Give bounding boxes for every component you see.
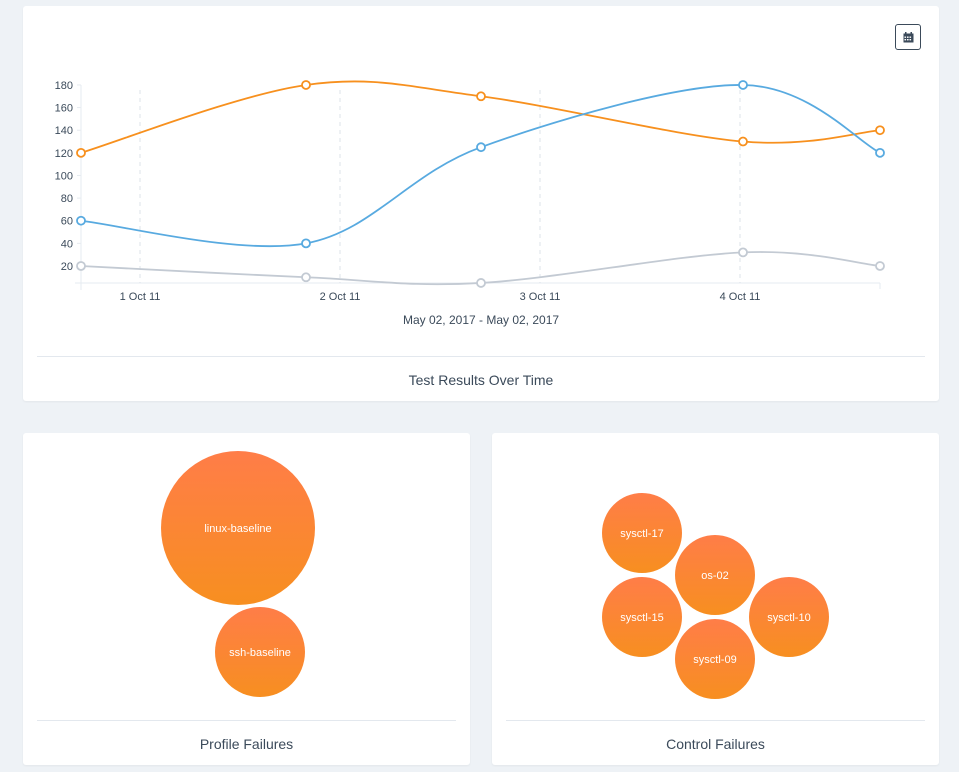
- data-point-orange: [476, 91, 486, 102]
- data-point-gray: [301, 272, 311, 283]
- y-tick-label: 120: [55, 148, 73, 160]
- data-point-blue: [301, 238, 311, 249]
- y-tick-label: 40: [61, 238, 73, 250]
- data-point-gray: [76, 261, 86, 271]
- x-tick-label: 3 Oct 11: [520, 291, 561, 303]
- data-point-blue: [76, 215, 86, 226]
- data-point-gray: [738, 247, 748, 258]
- chart-title: Test Results Over Time: [37, 356, 925, 388]
- x-tick-label: 2 Oct 11: [320, 291, 361, 303]
- y-tick-label: 20: [61, 261, 73, 273]
- data-point-orange: [301, 80, 311, 90]
- y-tick-label: 60: [61, 216, 73, 228]
- calendar-button[interactable]: [895, 24, 921, 50]
- data-point-blue: [476, 142, 486, 153]
- control-failures-title: Control Failures: [506, 720, 925, 752]
- control-failures-card: Control Failures: [492, 433, 939, 765]
- y-tick-label: 180: [55, 80, 73, 92]
- x-axis-label: May 02, 2017 - May 02, 2017: [403, 313, 559, 327]
- data-point-orange: [76, 147, 86, 158]
- series-line-blue: [80, 84, 881, 248]
- x-tick-label: 1 Oct 11: [120, 291, 161, 303]
- y-tick-label: 140: [55, 125, 73, 137]
- x-tick-label: 4 Oct 11: [720, 291, 761, 303]
- profile-failures-card: Profile Failures: [23, 433, 470, 765]
- calendar-icon: [903, 31, 913, 42]
- profile-failures-title: Profile Failures: [37, 720, 456, 752]
- data-point-blue: [875, 147, 885, 158]
- data-point-orange: [738, 136, 748, 147]
- line-chart: 20 40 60 80 100 120 140 160 180 1 Oct 11 2 Oct 11 3…: [55, 80, 885, 327]
- y-tick-label: 80: [61, 193, 73, 205]
- y-tick-label: 100: [55, 170, 73, 182]
- data-point-gray: [875, 261, 885, 271]
- data-point-gray: [476, 278, 486, 288]
- test-results-card: Test Results Over Time: [23, 6, 939, 401]
- y-tick-label: 160: [55, 103, 73, 115]
- data-point-orange: [875, 125, 885, 136]
- data-point-blue: [738, 80, 748, 90]
